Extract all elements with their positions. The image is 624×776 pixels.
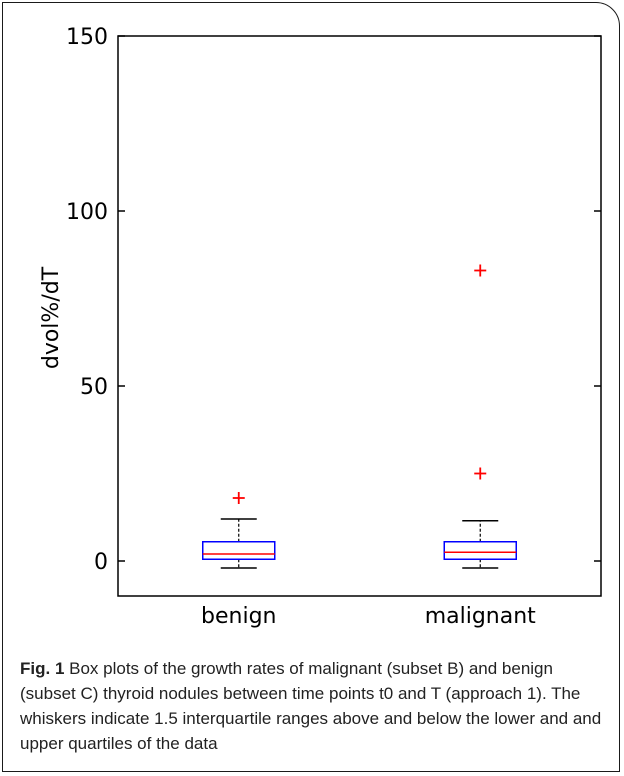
outlier-marker [474,467,487,480]
y-axis-ticks: 0 50 100 150 [66,25,601,575]
outlier-marker [232,492,245,504]
outlier-marker [474,264,487,277]
boxes [202,264,517,569]
box-benign [202,492,276,569]
y-tick-label: 0 [94,550,108,575]
y-tick-label: 50 [80,375,108,400]
iqr-box [202,541,276,560]
y-tick-label: 150 [66,25,108,50]
x-axis-ticks: benign malignant [201,604,536,629]
caption-lead: Fig. 1 [20,659,65,678]
iqr-box [443,541,517,560]
caption-text: Box plots of the growth rates of maligna… [20,659,602,753]
y-tick-label: 100 [66,200,108,225]
plot-area [117,35,602,597]
box-plot-chart: 0 50 100 150 benign malignant dvol%/dT [39,25,602,629]
x-tick-label: benign [201,604,276,629]
y-axis-label: dvol%/dT [39,266,64,369]
x-tick-label: malignant [425,604,536,629]
figure-caption: Fig. 1 Box plots of the growth rates of … [20,656,605,756]
box-malignant [443,264,517,569]
